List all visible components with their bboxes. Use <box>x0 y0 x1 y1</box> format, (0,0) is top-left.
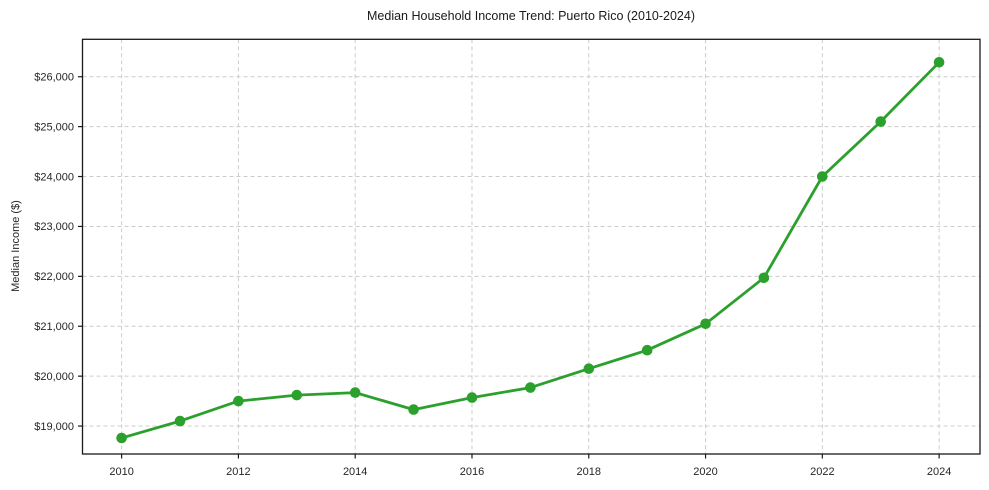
x-tick-label: 2012 <box>226 466 250 478</box>
y-tick-label: $24,000 <box>34 171 74 183</box>
data-point-2019 <box>641 344 653 356</box>
y-tick-label: $21,000 <box>34 321 74 333</box>
data-point-2013 <box>291 389 303 401</box>
x-tick-label: 2014 <box>343 466 367 478</box>
trend-line <box>120 60 941 440</box>
data-point-2010 <box>116 432 127 444</box>
x-tick-label: 2018 <box>577 466 601 478</box>
plot-border <box>81 38 981 455</box>
data-point-2022 <box>817 171 828 182</box>
data-point-2021 <box>758 272 770 284</box>
data-point-2016 <box>466 392 478 403</box>
data-point-2017 <box>525 382 536 393</box>
x-tick-label: 2016 <box>460 466 484 478</box>
data-point-2011 <box>174 415 186 427</box>
data-point-2015 <box>408 404 419 415</box>
data-point-2014 <box>349 387 361 398</box>
x-tick-label: 2024 <box>927 466 951 478</box>
y-tick-label: $19,000 <box>34 421 74 433</box>
y-tick-label: $22,000 <box>34 271 74 283</box>
data-point-2012 <box>233 395 244 407</box>
data-point-2024 <box>933 57 945 68</box>
data-point-2018 <box>583 363 595 375</box>
chart-title: Median Household Income Trend: Puerto Ri… <box>367 9 695 23</box>
x-tick-label: 2020 <box>693 466 717 478</box>
y-tick-label: $26,000 <box>34 72 74 84</box>
y-tick-label: $23,000 <box>34 221 74 233</box>
data-point-2023 <box>875 116 886 127</box>
y-tick-label: $25,000 <box>34 121 74 133</box>
x-tick-label: 2010 <box>109 466 133 478</box>
data-point-2020 <box>700 318 711 330</box>
y-tick-label: $20,000 <box>34 371 74 383</box>
x-tick-label: 2022 <box>810 466 834 478</box>
